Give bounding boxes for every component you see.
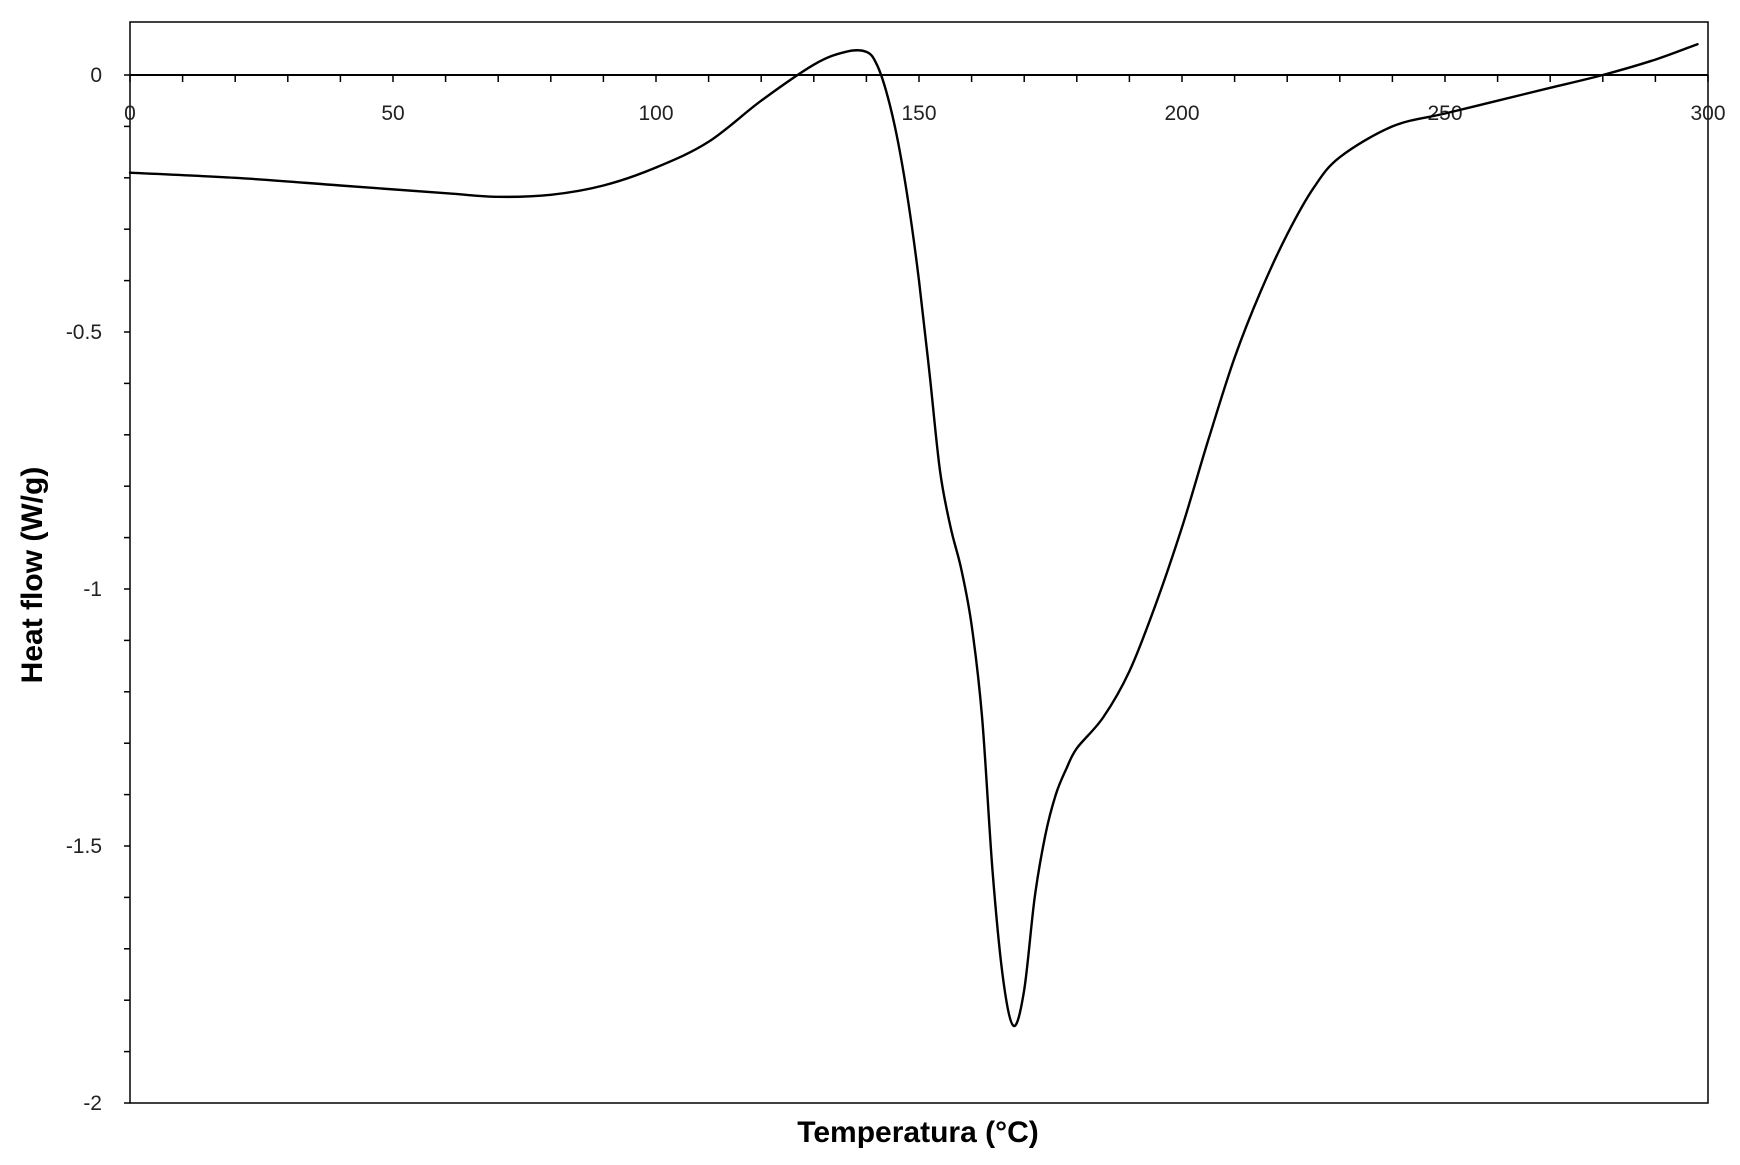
x-axis-title: Temperatura (°C) — [797, 1116, 1038, 1149]
x-tick-label: 50 — [381, 102, 404, 125]
x-minor-ticks — [129, 75, 1709, 82]
heat-flow-line — [128, 43, 1699, 1028]
x-tick-labels: 0 50 100 150 200 250 300 — [124, 102, 1725, 125]
x-tick-label: 0 — [124, 102, 136, 125]
x-tick-label: 300 — [1690, 102, 1725, 125]
plot-area: 0 50 100 150 200 250 300 0-0.5-1-1.5-2 — [66, 21, 1726, 1115]
y-tick-label: -1.5 — [66, 835, 102, 858]
plot-frame — [129, 21, 1709, 1104]
x-tick-label: 100 — [638, 102, 673, 125]
y-tick-label: -2 — [83, 1092, 102, 1115]
y-tick-label: 0 — [90, 64, 102, 87]
y-minor-ticks — [124, 74, 130, 1104]
x-tick-label: 200 — [1164, 102, 1199, 125]
y-tick-label: -1 — [83, 578, 102, 601]
y-tick-label: -0.5 — [66, 321, 102, 344]
x-tick-label: 150 — [901, 102, 936, 125]
y-tick-labels: 0 -0.5 -1 -1.5 -2 — [66, 64, 102, 1115]
y-axis-title: Heat flow (W/g) — [16, 467, 49, 684]
